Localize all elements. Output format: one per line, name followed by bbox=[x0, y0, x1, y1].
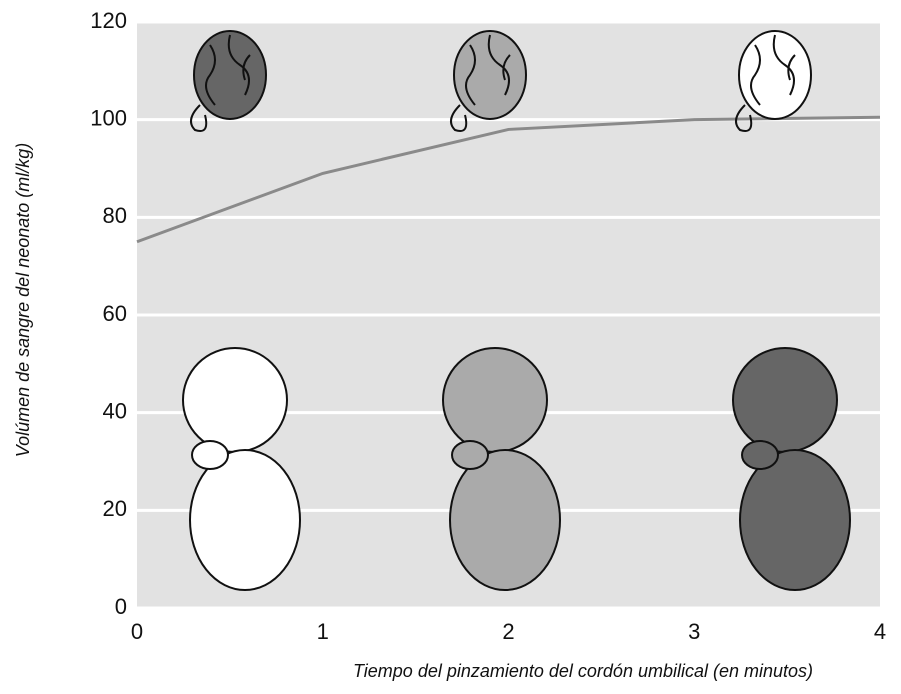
y-tick-label: 60 bbox=[103, 301, 127, 326]
x-tick-label: 1 bbox=[317, 619, 329, 644]
x-tick-label: 2 bbox=[502, 619, 514, 644]
y-tick-label: 0 bbox=[115, 594, 127, 619]
y-axis-title: Volúmen de sangre del neonato (ml/kg) bbox=[13, 143, 33, 458]
y-tick-label: 20 bbox=[103, 496, 127, 521]
y-tick-label: 120 bbox=[90, 8, 127, 33]
chart: Tiempo del pinzamiento del cordón umbili… bbox=[0, 0, 901, 694]
y-tick-label: 100 bbox=[90, 105, 127, 130]
x-tick-label: 3 bbox=[688, 619, 700, 644]
y-tick-label: 40 bbox=[103, 398, 127, 423]
x-tick-label: 4 bbox=[874, 619, 886, 644]
y-tick-label: 80 bbox=[103, 203, 127, 228]
x-tick-label: 0 bbox=[131, 619, 143, 644]
x-axis-title: Tiempo del pinzamiento del cordón umbili… bbox=[353, 661, 813, 681]
